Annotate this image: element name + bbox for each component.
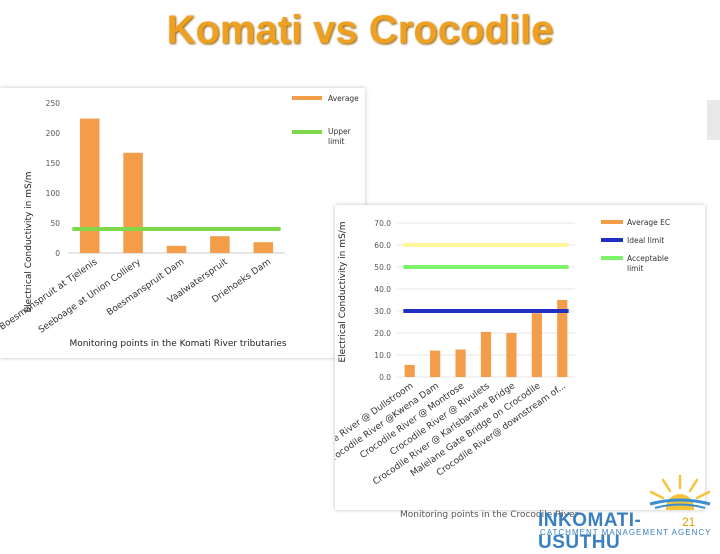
- footer-caption: Monitoring points in the Crocodile River: [400, 510, 579, 520]
- inkomati-logo: INKOMATI-USUTHU CATCHMENT MANAGEMENT AGE…: [530, 470, 720, 553]
- komati-y-tick-label: 250: [46, 99, 61, 108]
- crocodile-y-tick-label: 10.0: [374, 351, 391, 360]
- legend-average-label: Average: [328, 94, 359, 103]
- crocodile-y-tick-label: 40.0: [374, 285, 391, 294]
- komati-chart-panel: 0 50 100 150 200 250 Boesmanspruit at Tjeleni…: [0, 88, 365, 358]
- legend-upper-limit-label-2: limit: [328, 137, 345, 146]
- crocodile-chart-panel: 0.0 10.0 20.0 30.0 40.0 50.0 60.0 70.0 Crocodil…: [302, 205, 705, 510]
- komati-bar: [166, 245, 187, 253]
- crocodile-legend-label: limit: [627, 264, 644, 273]
- crocodile-bar: [480, 331, 492, 377]
- komati-y-tick-label: 50: [50, 219, 60, 228]
- sun-icon: [649, 474, 711, 510]
- crocodile-y-tick-label: 20.0: [374, 329, 391, 338]
- komati-bar: [253, 242, 274, 253]
- crocodile-legend-label: Average EC: [627, 218, 670, 227]
- komati-y-tick-label: 200: [46, 129, 61, 138]
- page-number: 21: [682, 515, 696, 529]
- crocodile-legend-swatch: [601, 220, 623, 224]
- legend-upper-limit-label: Upper: [328, 127, 352, 136]
- crocodile-bar: [404, 364, 415, 377]
- komati-x-axis-label: Monitoring points in the Komati River tr…: [69, 339, 286, 349]
- komati-category-label: Boesmanspruit Dam: [105, 257, 186, 318]
- crocodile-y-tick-label: 30.0: [374, 307, 391, 316]
- page-title: Komati vs Crocodile: [166, 8, 554, 52]
- komati-y-axis-label: Electrical Conductivity in mS/m: [24, 171, 34, 312]
- crocodile-bar: [430, 350, 441, 377]
- decorative-strip: [707, 100, 720, 140]
- komati-y-tick-label: 150: [46, 159, 61, 168]
- komati-y-tick-label: 0: [55, 249, 60, 258]
- crocodile-legend-swatch: [601, 238, 623, 242]
- legend-upper-limit-swatch: [292, 130, 322, 134]
- crocodile-bar: [506, 333, 517, 377]
- komati-bar: [79, 118, 100, 253]
- crocodile-y-tick-label: 0.0: [379, 373, 391, 382]
- crocodile-y-tick-label: 50.0: [374, 263, 391, 272]
- crocodile-chart: 0.010.020.030.040.050.060.070.0 Crocodil…: [302, 218, 671, 488]
- crocodile-y-axis-label: Electrical Conductivity in mS/m: [338, 221, 348, 362]
- crocodile-bar: [455, 349, 466, 377]
- crocodile-legend-label: Acceptable: [627, 254, 669, 263]
- crocodile-legend-label: Ideal limit: [627, 236, 664, 245]
- crocodile-legend-swatch: [601, 256, 623, 260]
- komati-bar: [123, 152, 143, 253]
- crocodile-y-tick-label: 70.0: [374, 219, 391, 228]
- komati-bar: [210, 236, 230, 253]
- crocodile-bar: [531, 313, 542, 377]
- logo-subtext: CATCHMENT MANAGEMENT AGENCY: [540, 528, 712, 537]
- komati-y-tick-label: 100: [46, 189, 61, 198]
- crocodile-bar: [557, 300, 568, 377]
- legend-average-swatch: [292, 96, 322, 100]
- crocodile-y-tick-label: 60.0: [374, 241, 391, 250]
